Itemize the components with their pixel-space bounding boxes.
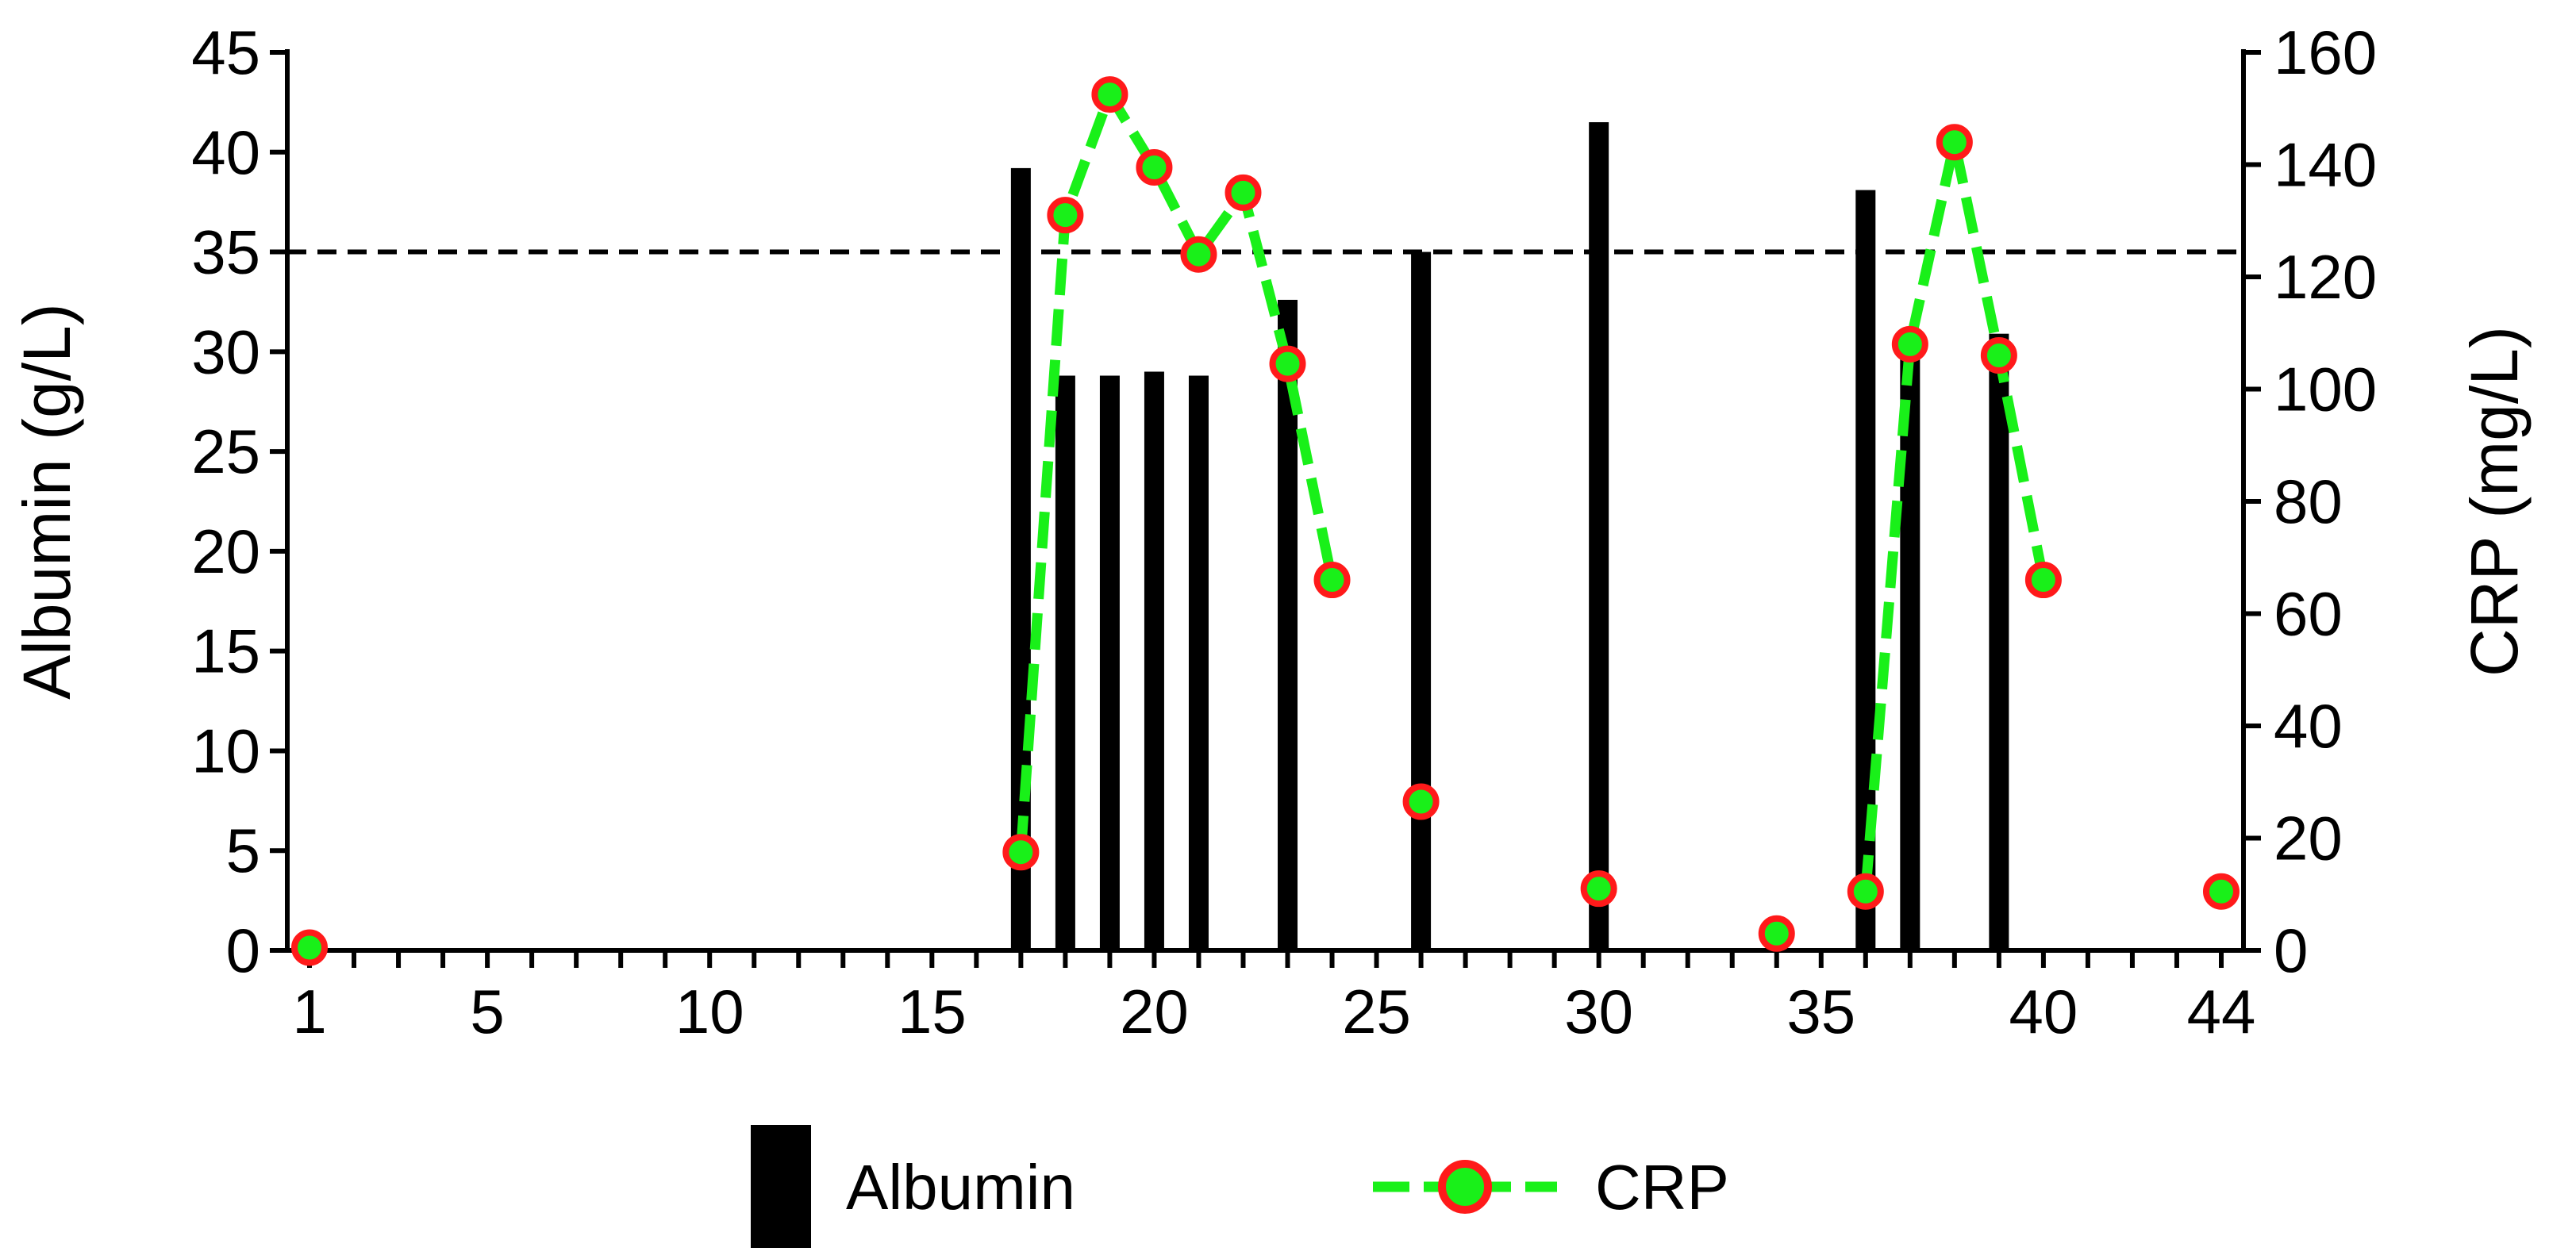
left-tick-label: 0	[226, 915, 260, 985]
left-axis-title: Albumin (g/L)	[10, 303, 84, 700]
legend-albumin-swatch	[751, 1125, 811, 1248]
right-tick-label: 0	[2274, 915, 2308, 985]
x-tick-label: 40	[2009, 977, 2078, 1046]
left-tick-label: 35	[191, 217, 260, 287]
axis-labels: 0510152025303540450204060801001201401601…	[10, 17, 2532, 1046]
x-tick-label: 10	[675, 977, 744, 1046]
crp-marker	[2202, 873, 2240, 910]
crp-marker	[1136, 149, 1173, 186]
crp-marker	[1402, 783, 1440, 820]
crp-marker	[1047, 197, 1084, 234]
crp-marker	[1891, 325, 1928, 363]
albumin-bars	[1010, 122, 2009, 951]
crp-marker	[1269, 345, 1306, 382]
crp-marker	[1847, 873, 1884, 910]
x-tick-label: 20	[1120, 977, 1189, 1046]
albumin-bar	[1411, 251, 1432, 950]
left-tick-label: 40	[191, 117, 260, 187]
legend-albumin-label: Albumin	[846, 1152, 1075, 1223]
right-tick-label: 20	[2274, 804, 2343, 873]
albumin-bar	[1900, 347, 1920, 950]
x-tick-label: 15	[898, 977, 967, 1046]
legend-crp-label: CRP	[1595, 1152, 1729, 1223]
crp-marker	[1091, 76, 1128, 113]
crp-series	[291, 76, 2240, 966]
x-tick-label: 5	[470, 977, 504, 1046]
crp-marker	[1758, 915, 1795, 952]
left-tick-label: 45	[191, 17, 260, 87]
crp-line	[1015, 89, 1337, 853]
albumin-bar	[1144, 371, 1164, 950]
left-tick-label: 30	[191, 317, 260, 386]
legend-crp-marker	[1438, 1160, 1492, 1214]
crp-marker	[1002, 834, 1040, 871]
right-tick-label: 140	[2274, 130, 2377, 200]
albumin-bar	[1589, 122, 1609, 951]
crp-marker	[2024, 562, 2062, 599]
left-tick-label: 20	[191, 516, 260, 586]
albumin-bar	[1188, 375, 1209, 950]
x-tick-label: 44	[2187, 977, 2256, 1046]
right-tick-label: 160	[2274, 17, 2377, 87]
left-tick-label: 25	[191, 416, 260, 486]
x-tick-label: 1	[292, 977, 326, 1046]
x-tick-label: 25	[1342, 977, 1411, 1046]
albumin-bar	[1099, 375, 1120, 950]
crp-marker	[1180, 236, 1217, 273]
left-tick-label: 5	[226, 816, 260, 885]
x-tick-label: 35	[1786, 977, 1855, 1046]
x-tick-label: 30	[1564, 977, 1633, 1046]
crp-marker	[1313, 562, 1351, 599]
left-tick-label: 15	[191, 616, 260, 686]
crp-marker	[1936, 124, 1973, 161]
crp-marker	[1225, 174, 1262, 211]
albumin-bar	[1055, 375, 1075, 950]
left-tick-label: 10	[191, 716, 260, 785]
right-axis-title: CRP (mg/L)	[2457, 326, 2532, 677]
crp-marker	[1980, 337, 2017, 374]
right-tick-label: 100	[2274, 355, 2377, 424]
albumin-bar	[1989, 333, 2009, 950]
legend: Albumin CRP	[751, 1125, 1729, 1248]
axes	[270, 49, 2261, 968]
crp-line	[1860, 136, 2049, 892]
right-tick-label: 80	[2274, 466, 2343, 536]
crp-marker	[291, 929, 329, 966]
right-tick-label: 60	[2274, 579, 2343, 649]
right-tick-label: 40	[2274, 691, 2343, 761]
right-tick-label: 120	[2274, 242, 2377, 312]
crp-marker	[1580, 870, 1617, 908]
